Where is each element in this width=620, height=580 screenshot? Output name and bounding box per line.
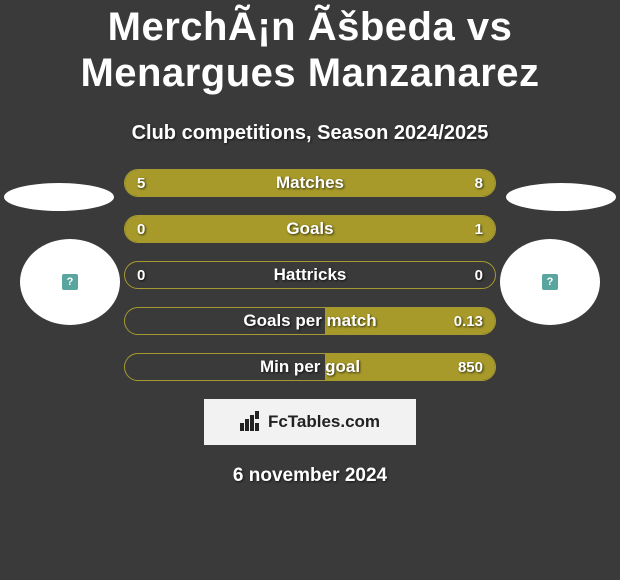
left-team-logo-placeholder: ? xyxy=(20,239,120,325)
fctables-icon xyxy=(240,413,262,431)
stats-bars: 58Matches01Goals00Hattricks0.13Goals per… xyxy=(124,169,496,381)
stat-right-value: 0 xyxy=(475,262,483,288)
bar-fill-right xyxy=(266,170,495,196)
question-mark-icon: ? xyxy=(542,274,558,290)
right-team-oval xyxy=(506,183,616,211)
footer-credit[interactable]: FcTables.com xyxy=(204,399,416,445)
footer-text: FcTables.com xyxy=(268,412,380,432)
stat-row: 0.13Goals per match xyxy=(124,307,496,335)
stat-left-value: 5 xyxy=(137,170,145,196)
stat-left-value: 0 xyxy=(137,216,145,242)
stat-right-value: 8 xyxy=(475,170,483,196)
stat-row: 58Matches xyxy=(124,169,496,197)
stat-row: 01Goals xyxy=(124,215,496,243)
date-text: 6 november 2024 xyxy=(0,465,620,487)
stat-right-value: 850 xyxy=(458,354,483,380)
stat-row: 850Min per goal xyxy=(124,353,496,381)
question-mark-icon: ? xyxy=(62,274,78,290)
bar-fill-left xyxy=(125,170,266,196)
stat-right-value: 0.13 xyxy=(454,308,483,334)
bar-fill-right xyxy=(125,216,495,242)
stat-label: Hattricks xyxy=(125,262,495,288)
left-team-oval xyxy=(4,183,114,211)
comparison-content: ? ? 58Matches01Goals00Hattricks0.13Goals… xyxy=(0,169,620,381)
page-title: MerchÃ¡n Ãšbeda vs Menargues Manzanarez xyxy=(0,0,620,104)
stat-right-value: 1 xyxy=(475,216,483,242)
stat-row: 0 0Hattricks xyxy=(124,261,496,289)
right-team-logo-placeholder: ? xyxy=(500,239,600,325)
stat-left-value: 0 xyxy=(137,262,145,288)
subtitle: Club competitions, Season 2024/2025 xyxy=(0,122,620,145)
